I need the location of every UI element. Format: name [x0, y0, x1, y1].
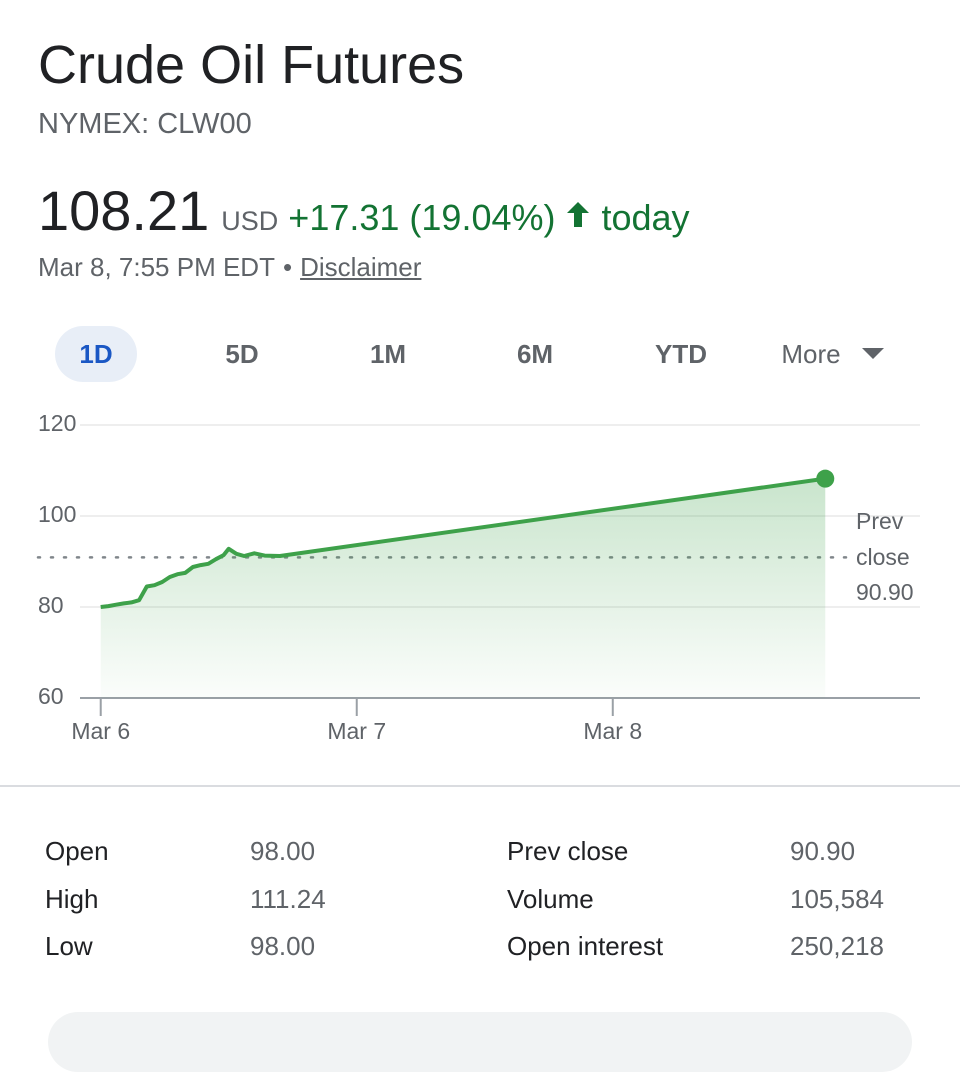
y-tick-label: 60 — [38, 683, 64, 709]
chart: 60 80 100 120 Mar 6 Mar 7 Mar 8 — [36, 410, 920, 744]
timestamp-row: Mar 8, 7:55 PM EDT • Disclaimer — [38, 252, 421, 283]
stat-label: Open — [45, 836, 109, 866]
up-arrow — [567, 201, 590, 227]
reference-value: 90.90 — [856, 579, 914, 606]
reference-label: Prev close — [856, 508, 910, 571]
period: today — [601, 197, 690, 238]
stat-label: Open interest — [507, 931, 664, 961]
stat-value: 90.90 — [790, 836, 856, 866]
price-row: 108.21 USD +17.31 (19.04%) today — [38, 178, 690, 243]
stat-label: Low — [45, 931, 93, 961]
title: Crude Oil Futures — [38, 35, 465, 95]
range-tab[interactable]: 1M — [369, 339, 407, 369]
timestamp: Mar 8, 7:55 PM EDT — [38, 252, 275, 282]
currency: USD — [221, 206, 279, 236]
x-tick-label: Mar 6 — [71, 718, 130, 744]
page: Crude Oil Futures NYMEX: CLW00 108.21 US… — [0, 35, 960, 1072]
disclaimer-link[interactable]: Disclaimer — [300, 252, 422, 282]
stat-value: 105,584 — [790, 883, 884, 914]
area-fill — [100, 478, 826, 698]
price: 108.21 — [38, 179, 210, 242]
stat-label: Volume — [507, 883, 594, 914]
price-line — [100, 476, 826, 609]
y-tick-label: 120 — [38, 410, 76, 436]
stat-value: 250,218 — [790, 931, 884, 961]
stat-label: High — [45, 883, 99, 914]
separator: • — [282, 252, 293, 282]
x-tick-label: Mar 8 — [583, 718, 642, 744]
dropdown-icon — [862, 348, 884, 359]
range-tab[interactable]: 6M — [516, 339, 554, 369]
x-tick-label: Mar 7 — [327, 718, 386, 744]
bottom-panel — [48, 1012, 912, 1072]
range-tab[interactable]: More — [781, 339, 841, 369]
y-tick-label: 80 — [38, 592, 64, 618]
divider — [0, 785, 960, 787]
stat-value: 111.24 — [250, 883, 326, 914]
range-tab[interactable]: YTD — [655, 339, 707, 369]
range-tab[interactable]: 5D — [225, 339, 259, 369]
y-tick-label: 100 — [38, 501, 76, 527]
change: +17.31 (19.04%) — [288, 197, 556, 238]
subtitle: NYMEX: CLW00 — [38, 108, 252, 140]
stat-value: 98.00 — [250, 836, 316, 866]
stat-label: Prev close — [507, 836, 629, 866]
stat-value: 98.00 — [250, 931, 316, 961]
range-tab[interactable]: 1D — [55, 326, 137, 382]
last-point — [816, 469, 835, 488]
